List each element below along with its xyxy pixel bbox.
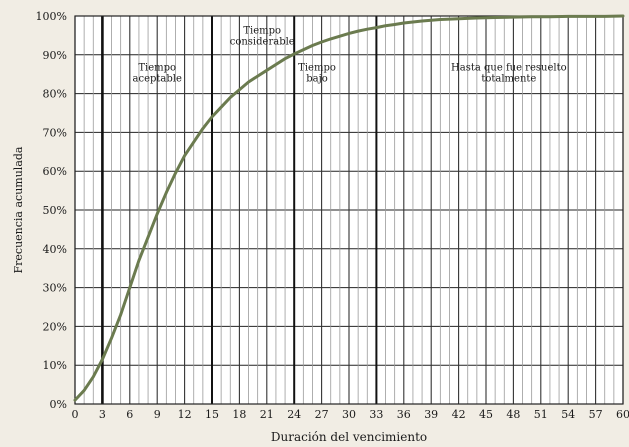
y-tick-labels: 0% 10% 20% 30% 40% 50% 60% 70% 80% 90% 100% <box>36 10 67 411</box>
x-tick-label: 45 <box>479 408 493 421</box>
y-tick-label: 60% <box>43 165 67 178</box>
plot-border <box>74 15 624 405</box>
x-tick-label: 0 <box>72 408 79 421</box>
x-tick-label: 48 <box>506 408 520 421</box>
x-tick-label: 36 <box>397 408 411 421</box>
annotation-line: bajo <box>306 73 327 84</box>
x-tick-label: 15 <box>205 408 219 421</box>
annotation-line: considerable <box>230 36 295 47</box>
x-tick-label: 33 <box>369 408 383 421</box>
series-line <box>73 14 625 402</box>
y-tick-label: 50% <box>43 204 67 217</box>
x-tick-label: 12 <box>178 408 192 421</box>
x-tick-label: 6 <box>126 408 133 421</box>
x-axis-label: Duración del vencimiento <box>271 430 427 444</box>
x-tick-label: 18 <box>232 408 246 421</box>
annotation-line: totalmente <box>481 73 536 84</box>
y-tick-label: 100% <box>36 10 67 23</box>
series-layer <box>73 14 625 402</box>
x-tick-label: 57 <box>589 408 603 421</box>
y-tick-label: 80% <box>43 88 67 101</box>
x-tick-label: 42 <box>452 408 466 421</box>
annotation-line: Hasta que fue resuelto <box>451 62 567 73</box>
annotation-line: Tiempo <box>298 62 336 73</box>
annotation-line: Tiempo <box>243 25 281 36</box>
x-tick-label: 54 <box>561 408 575 421</box>
x-tick-label: 21 <box>260 408 274 421</box>
annotation-label: Tiempo bajo <box>298 62 336 84</box>
x-tick-label: 3 <box>99 408 106 421</box>
y-tick-label: 10% <box>43 359 67 372</box>
y-tick-label: 90% <box>43 49 67 62</box>
y-axis-label: Frecuencia acumulada <box>12 146 25 273</box>
annotation-line: aceptable <box>133 73 182 84</box>
annotation-label: Tiempo considerable <box>230 25 295 47</box>
x-tick-label: 39 <box>424 408 438 421</box>
y-tick-label: 70% <box>43 126 67 139</box>
x-tick-label: 51 <box>534 408 548 421</box>
x-tick-label: 24 <box>287 408 301 421</box>
x-tick-label: 9 <box>154 408 161 421</box>
x-tick-label: 60 <box>616 408 629 421</box>
x-tick-label: 30 <box>342 408 356 421</box>
y-tick-label: 30% <box>43 282 67 295</box>
x-tick-labels: 0 3 6 9 12 15 18 21 24 27 30 33 36 39 42 45 48 51 54 57 60 <box>72 408 629 421</box>
grid <box>74 15 624 405</box>
annotation-line: Tiempo <box>138 62 176 73</box>
x-tick-label: 27 <box>315 408 329 421</box>
y-tick-label: 20% <box>43 320 67 333</box>
y-tick-label: 40% <box>43 243 67 256</box>
annotation-label: Tiempo aceptable <box>133 62 182 84</box>
annotation-label: Hasta que fue resuelto totalmente <box>451 62 567 84</box>
y-tick-label: 0% <box>50 398 67 411</box>
